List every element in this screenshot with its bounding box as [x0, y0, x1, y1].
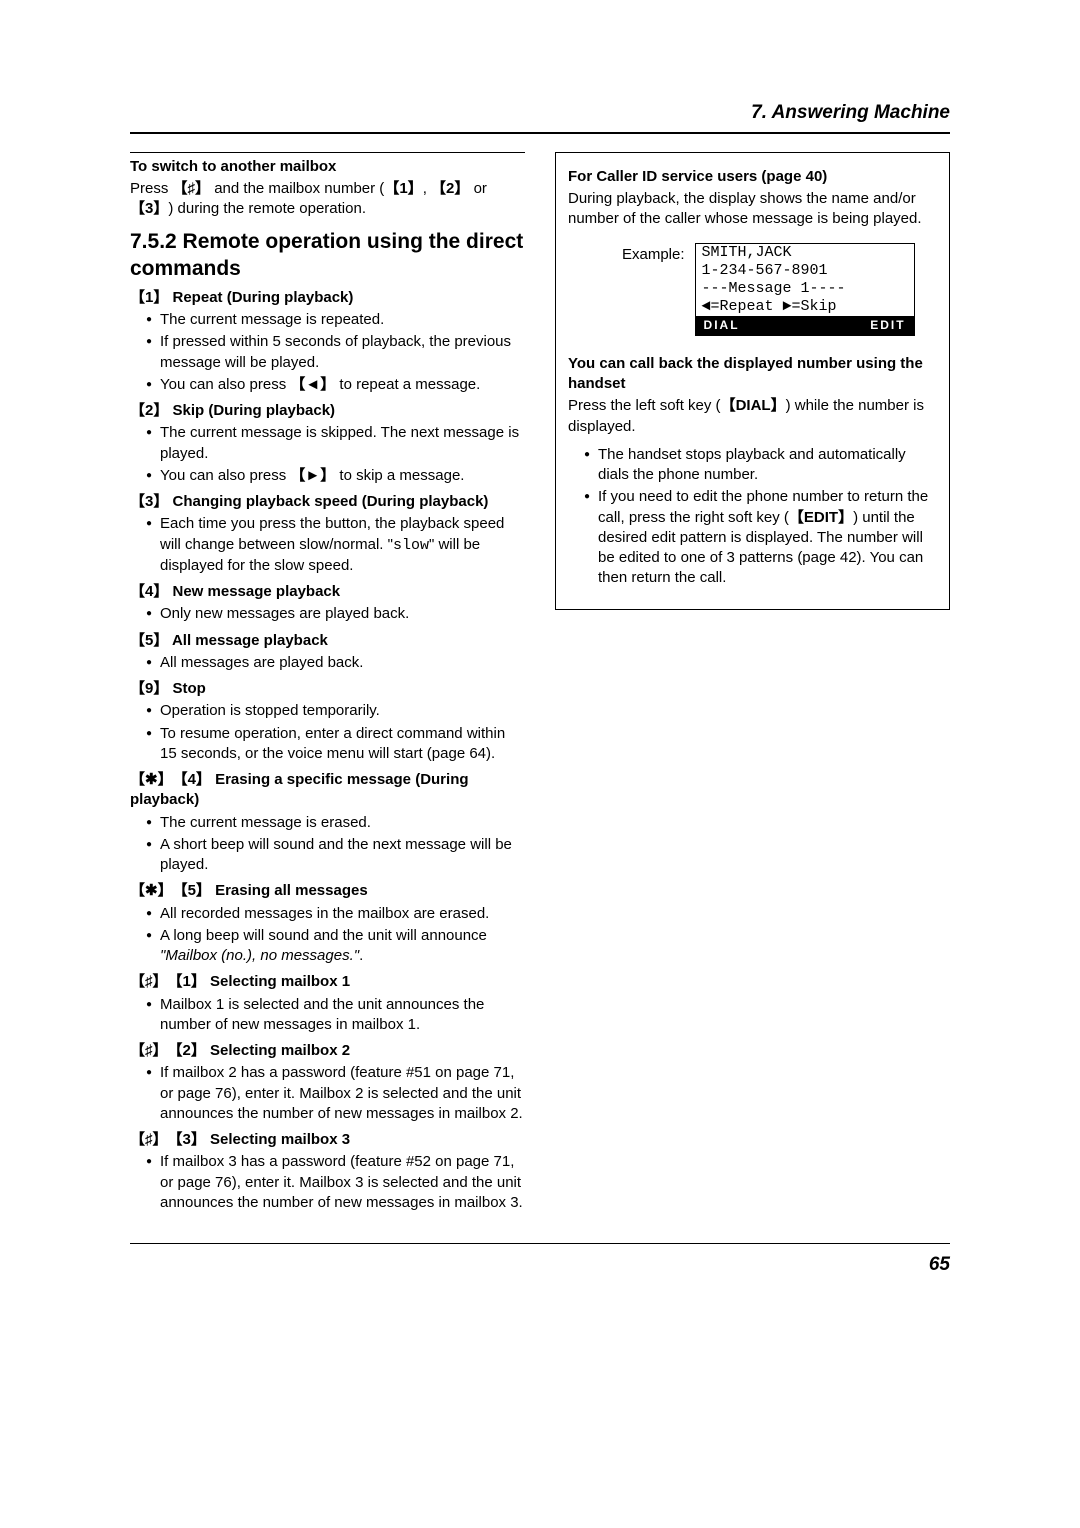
- list-item: The handset stops playback and automatic…: [584, 445, 937, 486]
- caller-id-box: For Caller ID service users (page 40) Du…: [555, 152, 950, 610]
- command-heading: 【✱】【5】 Erasing all messages: [130, 881, 525, 901]
- command-items: Only new messages are played back.: [130, 604, 525, 624]
- softkey-dial[interactable]: DIAL: [700, 318, 744, 332]
- command-heading: 【3】 Changing playback speed (During play…: [130, 492, 525, 512]
- list-item: A short beep will sound and the next mes…: [146, 835, 525, 876]
- list-item: You can also press 【◄】 to repeat a messa…: [146, 375, 525, 395]
- lcd-line-2: 1-234-567-8901: [696, 262, 914, 280]
- callback-body: Press the left soft key (【DIAL】) while t…: [568, 396, 937, 437]
- list-item: If mailbox 3 has a password (feature #52…: [146, 1152, 525, 1213]
- command-heading: 【♯】【3】 Selecting mailbox 3: [130, 1130, 525, 1150]
- command-items: All messages are played back.: [130, 653, 525, 673]
- left-column: To switch to another mailbox Press 【♯】 a…: [130, 152, 525, 1220]
- softkey-edit[interactable]: EDIT: [866, 318, 909, 332]
- list-item: Only new messages are played back.: [146, 604, 525, 624]
- command-heading: 【1】 Repeat (During playback): [130, 288, 525, 308]
- command-items: The current message is skipped. The next…: [130, 423, 525, 486]
- lcd-softkey-row: DIAL EDIT: [696, 316, 914, 334]
- page-header: 7. Answering Machine: [130, 100, 950, 134]
- example-row: Example: SMITH,JACK 1-234-567-8901 ---Me…: [622, 243, 937, 335]
- command-items: Each time you press the button, the play…: [130, 514, 525, 576]
- section-title: 7.5.2 Remote operation using the direct …: [130, 229, 525, 282]
- command-items: The current message is repeated.If press…: [130, 310, 525, 395]
- command-items: If mailbox 3 has a password (feature #52…: [130, 1152, 525, 1213]
- list-item: The current message is repeated.: [146, 310, 525, 330]
- list-item: Mailbox 1 is selected and the unit annou…: [146, 995, 525, 1036]
- list-item: To resume operation, enter a direct comm…: [146, 724, 525, 765]
- command-heading: 【✱】【4】 Erasing a specific message (Durin…: [130, 770, 525, 811]
- list-item: The current message is skipped. The next…: [146, 423, 525, 464]
- command-items: The current message is erased.A short be…: [130, 813, 525, 876]
- example-label: Example:: [622, 243, 685, 265]
- command-heading: 【5】 All message playback: [130, 631, 525, 651]
- content-columns: To switch to another mailbox Press 【♯】 a…: [130, 152, 950, 1220]
- list-item: If mailbox 2 has a password (feature #51…: [146, 1063, 525, 1124]
- page-number: 65: [929, 1254, 950, 1275]
- list-item: All recorded messages in the mailbox are…: [146, 904, 525, 924]
- list-item: All messages are played back.: [146, 653, 525, 673]
- command-heading: 【9】 Stop: [130, 679, 525, 699]
- command-items: All recorded messages in the mailbox are…: [130, 904, 525, 967]
- list-item: Each time you press the button, the play…: [146, 514, 525, 576]
- command-heading: 【4】 New message playback: [130, 582, 525, 602]
- lcd-line-4: ◄=Repeat ►=Skip: [696, 298, 914, 316]
- cid-heading: For Caller ID service users (page 40): [568, 167, 937, 187]
- switch-body: Press 【♯】 and the mailbox number (【1】, 【…: [130, 179, 525, 220]
- list-item: If you need to edit the phone number to …: [584, 487, 937, 588]
- command-list: 【1】 Repeat (During playback)The current …: [130, 288, 525, 1213]
- callback-list: The handset stops playback and automatic…: [568, 445, 937, 589]
- list-item: If pressed within 5 seconds of playback,…: [146, 332, 525, 373]
- lcd-line-3: ---Message 1----: [696, 280, 914, 298]
- lcd-line-1: SMITH,JACK: [696, 244, 914, 262]
- callback-heading: You can call back the displayed number u…: [568, 354, 937, 395]
- command-items: Mailbox 1 is selected and the unit annou…: [130, 995, 525, 1036]
- command-heading: 【2】 Skip (During playback): [130, 401, 525, 421]
- list-item: A long beep will sound and the unit will…: [146, 926, 525, 967]
- command-items: If mailbox 2 has a password (feature #51…: [130, 1063, 525, 1124]
- list-item: The current message is erased.: [146, 813, 525, 833]
- list-item: Operation is stopped temporarily.: [146, 701, 525, 721]
- list-item: You can also press 【►】 to skip a message…: [146, 466, 525, 486]
- chapter-title: 7. Answering Machine: [751, 100, 950, 126]
- switch-heading: To switch to another mailbox: [130, 157, 525, 177]
- divider: [130, 152, 525, 153]
- command-heading: 【♯】【2】 Selecting mailbox 2: [130, 1041, 525, 1061]
- command-heading: 【♯】【1】 Selecting mailbox 1: [130, 972, 525, 992]
- page-footer: 65: [130, 1243, 950, 1278]
- cid-body: During playback, the display shows the n…: [568, 189, 937, 230]
- right-column: For Caller ID service users (page 40) Du…: [555, 152, 950, 1220]
- command-items: Operation is stopped temporarily. To resu…: [130, 701, 525, 764]
- lcd-display: SMITH,JACK 1-234-567-8901 ---Message 1--…: [695, 243, 915, 335]
